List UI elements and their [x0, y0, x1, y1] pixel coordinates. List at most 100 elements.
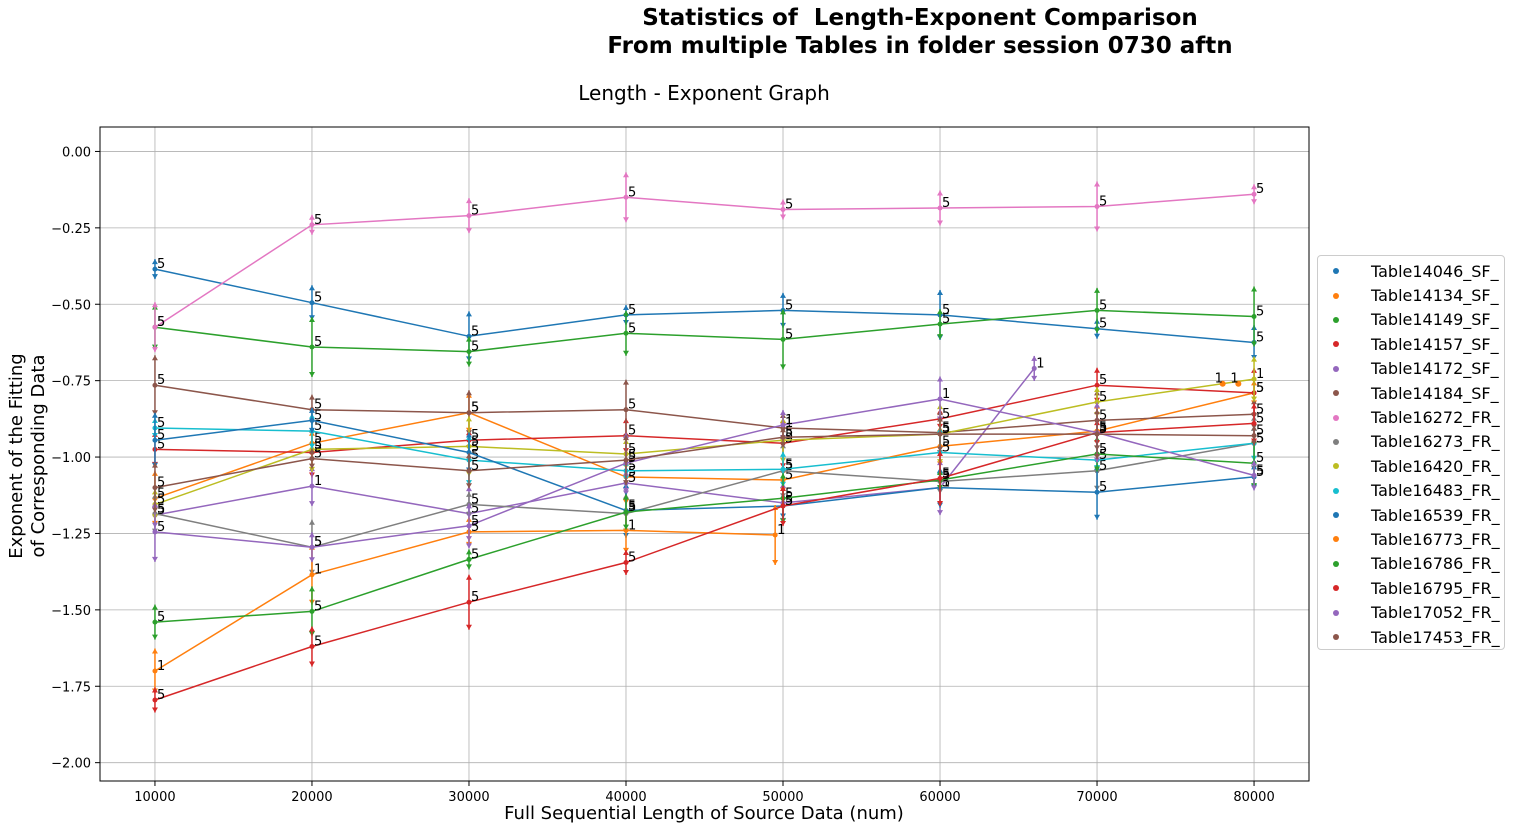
error-cap-up	[308, 532, 315, 538]
point-count-label: 5	[157, 486, 165, 501]
legend-label: Table16539_FR_	[1371, 505, 1500, 525]
legend-marker-icon	[1333, 487, 1339, 494]
error-cap-down	[1094, 327, 1101, 333]
error-cap-up	[308, 448, 315, 454]
error-cap-up	[151, 462, 158, 468]
legend-item: Table17052_FR_	[1318, 600, 1504, 624]
point-count-label: 5	[942, 196, 950, 211]
error-cap-up	[151, 604, 158, 610]
error-cap-down	[622, 480, 629, 486]
point-count-label: 5	[314, 635, 322, 650]
error-cap-down	[622, 350, 629, 356]
point-count-label: 5	[1099, 317, 1107, 332]
error-cap-up	[1031, 355, 1038, 361]
x-tick-label: 50000	[762, 790, 803, 805]
data-point	[466, 599, 472, 605]
y-tick-label: 0.00	[62, 145, 91, 160]
legend-item: Table17453_FR_	[1318, 625, 1504, 649]
error-cap-down	[780, 520, 787, 526]
error-cap-down	[1251, 341, 1258, 347]
data-point	[466, 213, 472, 219]
point-count-label: 5	[785, 198, 793, 213]
point-count-label: 5	[1099, 373, 1107, 388]
y-tick-label: −0.75	[51, 375, 91, 390]
error-cap-down	[780, 364, 787, 370]
series-line	[154, 433, 1255, 489]
point-count-label: 5	[471, 440, 479, 455]
error-cap-up	[308, 519, 315, 525]
point-count-label: 5	[1256, 431, 1264, 446]
point-count-label: 5	[314, 440, 322, 455]
legend-item: Table16539_FR_	[1318, 503, 1504, 527]
error-cap-up	[465, 503, 472, 509]
point-count-label: 5	[314, 447, 322, 462]
error-cap-down	[308, 466, 315, 472]
data-point	[1251, 376, 1257, 382]
data-point	[623, 509, 629, 515]
point-count-label: 5	[942, 434, 950, 449]
error-cap-up	[622, 494, 629, 500]
point-count-label: 5	[1099, 390, 1107, 405]
legend-item: Table14172_SF_	[1318, 357, 1504, 381]
data-point	[309, 608, 315, 614]
point-count-label: 5	[942, 407, 950, 422]
data-point	[623, 559, 629, 565]
point-count-label: 5	[942, 421, 950, 436]
data-point	[1251, 433, 1257, 439]
point-count-label: 5	[785, 486, 793, 501]
error-cap-down	[308, 443, 315, 449]
point-count-label: 5	[785, 428, 793, 443]
point-count-label: 5	[942, 422, 950, 437]
error-cap-up	[1094, 409, 1101, 415]
point-count-label: 5	[471, 324, 479, 339]
data-point	[937, 475, 943, 481]
error-cap-up	[622, 304, 629, 310]
point-count-label: 5	[314, 335, 322, 350]
point-count-label: 5	[157, 315, 165, 330]
point-count-label: 5	[1256, 182, 1264, 197]
error-cap-up	[1094, 287, 1101, 293]
point-count-label: 1	[1036, 356, 1044, 371]
error-cap-down	[1251, 485, 1258, 491]
data-point	[1094, 431, 1100, 437]
error-cap-up	[780, 309, 787, 315]
data-point	[152, 619, 158, 625]
point-count-label: 5	[157, 503, 165, 518]
point-count-label: 5	[628, 550, 636, 565]
legend-marker-icon	[1333, 560, 1339, 567]
point-count-label: 5	[471, 428, 479, 443]
error-cap-up	[465, 416, 472, 422]
x-axis-label: Full Sequential Length of Source Data (n…	[504, 803, 904, 824]
legend-item: Table16483_FR_	[1318, 479, 1504, 503]
error-cap-down	[1094, 457, 1101, 463]
data-point	[623, 330, 629, 336]
data-point	[937, 396, 943, 402]
legend-label: Table16483_FR_	[1371, 481, 1500, 501]
point-count-label: 5	[157, 502, 165, 517]
error-cap-up	[465, 336, 472, 342]
point-count-label: 5	[314, 213, 322, 228]
point-count-label: 5	[942, 422, 950, 437]
error-cap-up	[308, 626, 315, 632]
point-count-label: 5	[942, 468, 950, 483]
point-count-label: 5	[314, 398, 322, 413]
error-cap-up	[465, 486, 472, 492]
legend-item: Table16786_FR_	[1318, 552, 1504, 576]
error-cap-up	[780, 427, 787, 433]
point-count-label: 5	[157, 257, 165, 272]
point-count-label: 5	[785, 491, 793, 506]
extra-point-label: 1	[1215, 372, 1223, 387]
point-count-label: 5	[471, 492, 479, 507]
point-count-label: 5	[471, 434, 479, 449]
legend-label: Table16272_FR_	[1371, 408, 1500, 428]
error-cap-up	[622, 549, 629, 555]
data-point	[937, 431, 943, 437]
point-count-label: 5	[628, 303, 636, 318]
error-cap-down	[937, 334, 944, 340]
data-point	[152, 668, 158, 674]
point-count-label: 1	[942, 476, 950, 491]
error-cap-down	[151, 274, 158, 280]
error-cap-down	[1094, 514, 1101, 520]
error-cap-down	[308, 463, 315, 469]
